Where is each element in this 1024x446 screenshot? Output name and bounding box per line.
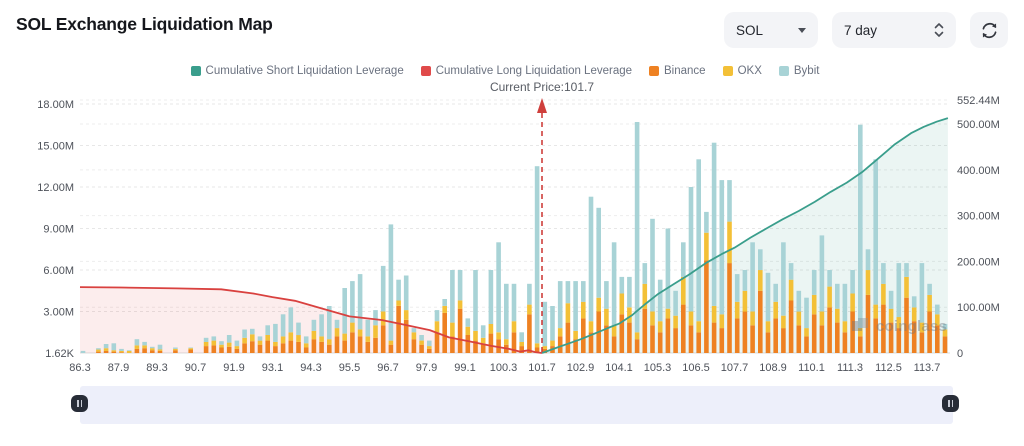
caret-down-icon [798, 27, 806, 33]
svg-text:500.00M: 500.00M [957, 119, 1000, 131]
legend-swatch-icon [190, 66, 201, 76]
svg-text:110.1: 110.1 [798, 362, 825, 374]
svg-text:552.44M: 552.44M [957, 95, 1000, 107]
svg-text:107.7: 107.7 [721, 362, 749, 374]
legend-item[interactable]: Bybit [778, 65, 820, 77]
legend-swatch-icon [420, 66, 431, 76]
legend-label: Bybit [793, 65, 820, 77]
legend-swatch-icon [649, 66, 660, 76]
legend-item[interactable]: OKX [722, 65, 762, 77]
up-down-chevrons-icon [934, 23, 944, 37]
legend-item[interactable]: Cumulative Short Liquidation Leverage [190, 65, 404, 77]
current-price-label: Current Price:101.7 [489, 80, 595, 94]
slider-handle-left[interactable] [71, 395, 88, 412]
svg-text:91.9: 91.9 [223, 362, 244, 374]
legend-label: OKX [737, 65, 762, 77]
legend-label: Binance [664, 65, 706, 77]
svg-text:108.9: 108.9 [759, 362, 787, 374]
svg-text:104.1: 104.1 [605, 362, 633, 374]
svg-text:95.5: 95.5 [339, 362, 360, 374]
svg-text:111.3: 111.3 [837, 362, 863, 374]
svg-text:3.00M: 3.00M [43, 307, 74, 319]
svg-text:106.5: 106.5 [682, 362, 710, 374]
svg-text:90.7: 90.7 [185, 362, 206, 374]
svg-text:113.7: 113.7 [914, 362, 941, 374]
svg-text:100.3: 100.3 [490, 362, 518, 374]
svg-text:200.00M: 200.00M [957, 256, 1000, 268]
svg-text:89.3: 89.3 [146, 362, 167, 374]
legend-item[interactable]: Binance [649, 65, 706, 77]
svg-text:12.00M: 12.00M [37, 182, 74, 194]
svg-text:87.9: 87.9 [108, 362, 129, 374]
svg-text:105.3: 105.3 [644, 362, 672, 374]
axis-labels: 1.62K 3.00M 6.00M 9.00M 12.00M 15.00M 18.00M 0 1… [37, 95, 1000, 374]
svg-text:9.00M: 9.00M [43, 224, 74, 236]
current-price-marker [537, 98, 547, 353]
watermark: coinglass [850, 316, 947, 336]
refresh-icon [982, 22, 996, 38]
svg-text:6.00M: 6.00M [43, 265, 74, 277]
svg-text:97.9: 97.9 [416, 362, 437, 374]
legend-swatch-icon [722, 66, 733, 76]
slider-handle-right[interactable] [942, 395, 959, 412]
refresh-button[interactable] [970, 12, 1008, 48]
svg-text:96.7: 96.7 [377, 362, 398, 374]
coinglass-logo-icon [852, 318, 868, 331]
svg-text:400.00M: 400.00M [957, 165, 1000, 177]
chart-controls: SOL 7 day [724, 12, 1008, 48]
svg-text:1.62K: 1.62K [45, 348, 74, 360]
symbol-select-value: SOL [736, 22, 764, 38]
page-title: SOL Exchange Liquidation Map [16, 14, 273, 34]
chart-legend: Cumulative Short Liquidation Leverage Cum… [0, 65, 1010, 77]
legend-label: Cumulative Long Liquidation Leverage [435, 65, 633, 77]
legend-item[interactable]: Cumulative Long Liquidation Leverage [420, 65, 633, 77]
svg-text:101.7: 101.7 [528, 362, 556, 374]
svg-text:99.1: 99.1 [454, 362, 475, 374]
cumulative-lines [79, 117, 949, 354]
watermark-text: coinglass [876, 317, 947, 335]
symbol-select[interactable]: SOL [724, 12, 818, 48]
svg-text:15.00M: 15.00M [37, 141, 74, 153]
period-select-value: 7 day [844, 22, 878, 38]
svg-text:0: 0 [957, 348, 963, 360]
svg-text:102.9: 102.9 [567, 362, 595, 374]
svg-text:86.3: 86.3 [69, 362, 90, 374]
legend-swatch-icon [778, 66, 789, 76]
range-slider-track[interactable] [80, 386, 953, 424]
svg-text:94.3: 94.3 [300, 362, 321, 374]
svg-text:300.00M: 300.00M [957, 211, 1000, 223]
svg-text:93.1: 93.1 [262, 362, 283, 374]
svg-text:18.00M: 18.00M [37, 99, 74, 111]
liquidation-bars[interactable] [80, 122, 948, 354]
svg-text:100.00M: 100.00M [957, 302, 1000, 314]
svg-text:112.5: 112.5 [875, 362, 902, 374]
period-select[interactable]: 7 day [832, 12, 956, 48]
legend-label: Cumulative Short Liquidation Leverage [205, 65, 404, 77]
